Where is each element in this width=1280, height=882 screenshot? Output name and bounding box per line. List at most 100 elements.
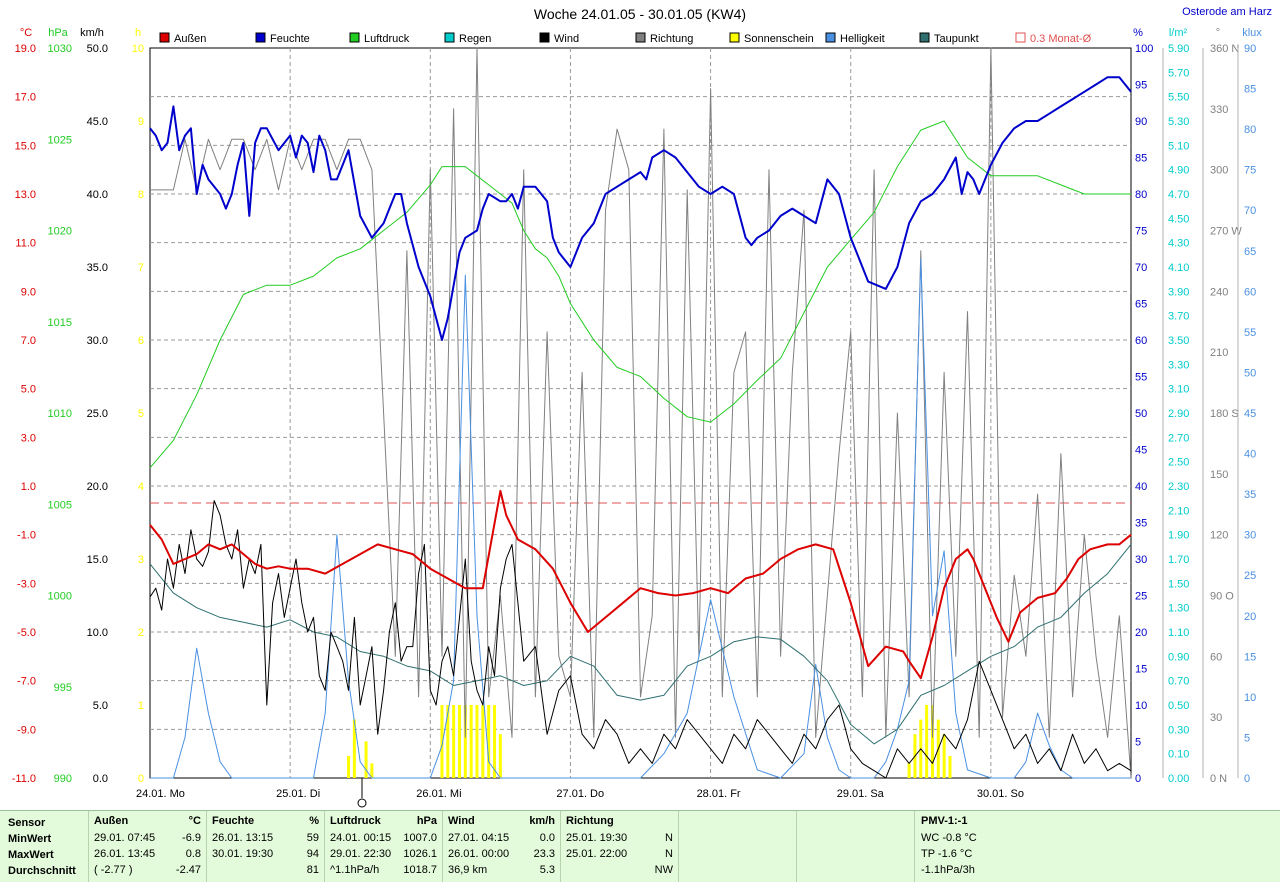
axis-tick-label: 4.90 (1168, 165, 1189, 177)
axis-tick-label: 5.70 (1168, 67, 1189, 79)
axis-tick-label: 0.10 (1168, 749, 1189, 761)
axis-tick-label: 30 (1210, 712, 1222, 724)
series-line-luftdruck (149, 120, 1131, 469)
axis-tick-label: 1030 (48, 43, 72, 55)
stats-aussen-max-value: 0.8 (185, 848, 201, 860)
axis-tick-label: 15 (1244, 651, 1256, 663)
axis-tick-label: 2.70 (1168, 432, 1189, 444)
axis-tick-label: 0.50 (1168, 700, 1189, 712)
axis-unit-label: h (135, 27, 141, 39)
stats-luftdruck-min-time: 24.01. 00:15 (330, 832, 392, 844)
x-tick-label: 27.01. Do (556, 788, 604, 800)
axis-tick-label: 6 (138, 335, 144, 347)
axis-tick-label: 0 (1244, 773, 1250, 785)
sunshine-bar (452, 705, 456, 778)
sunshine-bar (352, 719, 356, 778)
stats-wind-avg-value: 5.3 (539, 864, 555, 876)
axis-tick-label: 45 (1135, 445, 1147, 457)
axis-tick-label: 60 (1244, 286, 1256, 298)
axis-tick-label: 3.30 (1168, 359, 1189, 371)
axis-tick-label: 0 (1135, 773, 1141, 785)
axes: 24.01. Mo 25.01. Di 26.01. Mi 27.01. Do 28.0… (12, 27, 1263, 800)
axis-tick-label: 2.30 (1168, 481, 1189, 493)
axis-tick-label: 210 (1210, 347, 1228, 359)
axis-tick-label: 65 (1135, 299, 1147, 311)
axis-tick-label: 55 (1135, 372, 1147, 384)
legend: Außen Feuchte Luftdruck Regen Wind Richtung So… (159, 32, 1092, 45)
axis-tick-label: 0.0 (93, 773, 108, 785)
stats-aussen-unit: °C (188, 815, 201, 827)
axis-tick-label: -9.0 (17, 724, 36, 736)
axis-tick-label: 9.0 (21, 286, 36, 298)
statistics-panel: Sensor MinWert MaxWert Durchschnitt Auße… (0, 810, 1280, 882)
sunshine-bar (364, 741, 368, 778)
axis-tick-label: 4 (138, 481, 144, 493)
axis-tick-label: 995 (54, 682, 72, 694)
axis-tick-label: 0 (138, 773, 144, 785)
stats-luftdruck-max-value: 1026.1 (403, 848, 437, 860)
axis-tick-label: 0.00 (1168, 773, 1189, 785)
axis-tick-label: 30 (1244, 530, 1256, 542)
axis-tick-label: 4.10 (1168, 262, 1189, 274)
axis-tick-label: 19.0 (15, 43, 36, 55)
axis-tick-label: 60 (1135, 335, 1147, 347)
axis-tick-label: 11.0 (15, 238, 36, 250)
axis-tick-label: 1.10 (1168, 627, 1189, 639)
axis-tick-label: 1005 (48, 499, 72, 511)
axis-tick-label: 90 O (1210, 591, 1234, 603)
stats-sensor-header: Sensor (8, 817, 46, 829)
axis-tick-label: 100 (1135, 43, 1153, 55)
sunshine-bar (347, 756, 351, 778)
axis-tick-label: 4.30 (1168, 238, 1189, 250)
axis-tick-label: 120 (1210, 530, 1228, 542)
axis-tick-label: 35 (1135, 518, 1147, 530)
axis-tick-label: 2.10 (1168, 505, 1189, 517)
series-line-helligkeit (150, 258, 1131, 779)
axis-tick-label: 45 (1244, 408, 1256, 420)
axis-tick-label: 0.90 (1168, 651, 1189, 663)
stats-luftdruck-avg-value: 1018.7 (403, 864, 437, 876)
legend-label: 0.3 Monat-Ø (1030, 33, 1092, 45)
series-line-auen (149, 489, 1132, 680)
axis-tick-label: 1.70 (1168, 554, 1189, 566)
axis-tick-label: 5 (138, 408, 144, 420)
stats-avg-label: Durchschnitt (8, 865, 76, 877)
legend-swatch (1015, 32, 1026, 43)
legend-label: Luftdruck (364, 33, 410, 45)
stats-feuchte-avg-value: 81 (306, 864, 319, 876)
stats-wind-unit: km/h (529, 815, 555, 827)
axis-tick-label: 20 (1244, 611, 1256, 623)
axis-tick-label: 20 (1135, 627, 1147, 639)
axis-tick-label: 50.0 (87, 43, 108, 55)
axis-tick-label: 55 (1244, 327, 1256, 339)
stats-feuchte-max-time: 30.01. 19:30 (212, 848, 274, 860)
legend-swatch (349, 32, 360, 43)
stats-wind-max-time: 26.01. 00:00 (448, 848, 510, 860)
stats-empty-column-2 (796, 811, 915, 882)
stats-feuchte-min-value: 59 (306, 832, 319, 844)
axis-tick-label: 1020 (48, 226, 72, 238)
axis-tick-label: -3.0 (17, 578, 36, 590)
sunshine-bar (907, 763, 911, 778)
stats-luftdruck-header: Luftdruck (330, 815, 381, 827)
axis-tick-label: 95 (1135, 80, 1147, 92)
axis-tick-label: 15.0 (87, 554, 108, 566)
axis-tick-label: 30.0 (87, 335, 108, 347)
axis-tick-label: 1010 (48, 408, 72, 420)
axis-tick-label: 10 (1244, 692, 1256, 704)
axis-tick-label: 80 (1244, 124, 1256, 136)
axis-tick-label: 7 (138, 262, 144, 274)
axis-tick-label: 40 (1244, 449, 1256, 461)
sunshine-bar (475, 705, 479, 778)
axis-tick-label: 1000 (48, 591, 72, 603)
legend-swatch (255, 32, 266, 43)
axis-tick-label: 90 (1244, 43, 1256, 55)
axis-tick-label: -5.0 (17, 627, 36, 639)
axis-tick-label: 2 (138, 627, 144, 639)
axis-unit-label: °C (20, 27, 32, 39)
stats-wind-max-value: 23.3 (533, 848, 555, 860)
stats-wind-column: Wind km/h 27.01. 04:15 0.0 26.01. 00:00 … (442, 811, 561, 882)
axis-tick-label: 5.0 (21, 384, 36, 396)
legend-swatch (159, 32, 170, 43)
axis-tick-label: 75 (1135, 226, 1147, 238)
